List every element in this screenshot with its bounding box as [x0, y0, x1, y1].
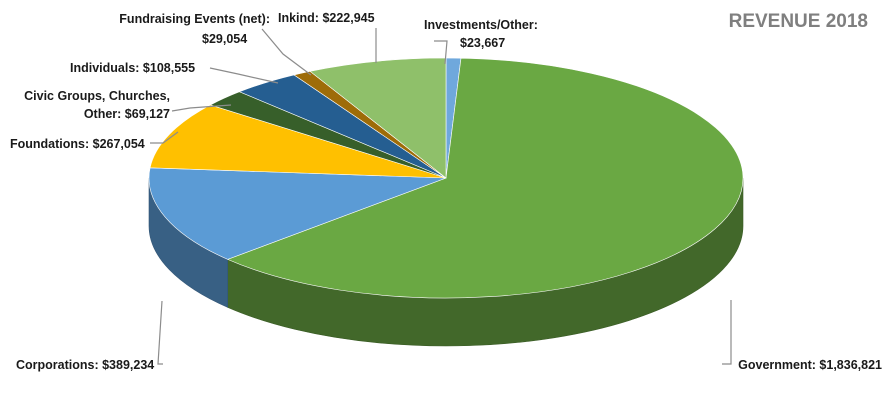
- label-leader-lines: [150, 28, 732, 365]
- label-investments-other-line-2: $23,667: [460, 36, 505, 50]
- label-inkind: Inkind: $222,945: [278, 11, 375, 25]
- pie-top-slices: [148, 57, 744, 299]
- label-government: Government: $1,836,821: [738, 358, 882, 372]
- label-individuals: Individuals: $108,555: [70, 61, 195, 75]
- label-foundations: Foundations: $267,054: [10, 137, 145, 151]
- slice-labels: Investments/Other: $23,667 Government: $1,…: [10, 11, 882, 372]
- leader-government: [722, 300, 732, 365]
- leader-individuals: [209, 67, 279, 84]
- label-fundraising-events-net--line-2: $29,054: [202, 32, 247, 46]
- leader-civic-groups-churches-other: [171, 104, 232, 112]
- chart-title: REVENUE 2018: [729, 11, 868, 32]
- label-corporations: Corporations: $389,234: [16, 358, 154, 372]
- leader-foundations: [150, 131, 179, 144]
- label-civic-groups-churches-other-line-2: Other: $69,127: [84, 107, 170, 121]
- label-investments-other-line-1: Investments/Other:: [424, 18, 538, 32]
- slice-corporations: [148, 167, 447, 260]
- label-fundraising-events-net--line-1: Fundraising Events (net):: [119, 12, 270, 26]
- slice-foundations: [149, 104, 447, 179]
- leader-investments-other: [434, 40, 448, 65]
- slice-government: [226, 57, 744, 299]
- leader-fundraising-events-net-: [261, 28, 312, 76]
- label-civic-groups-churches-other-line-1: Civic Groups, Churches,: [24, 89, 170, 103]
- leader-corporations: [157, 300, 163, 365]
